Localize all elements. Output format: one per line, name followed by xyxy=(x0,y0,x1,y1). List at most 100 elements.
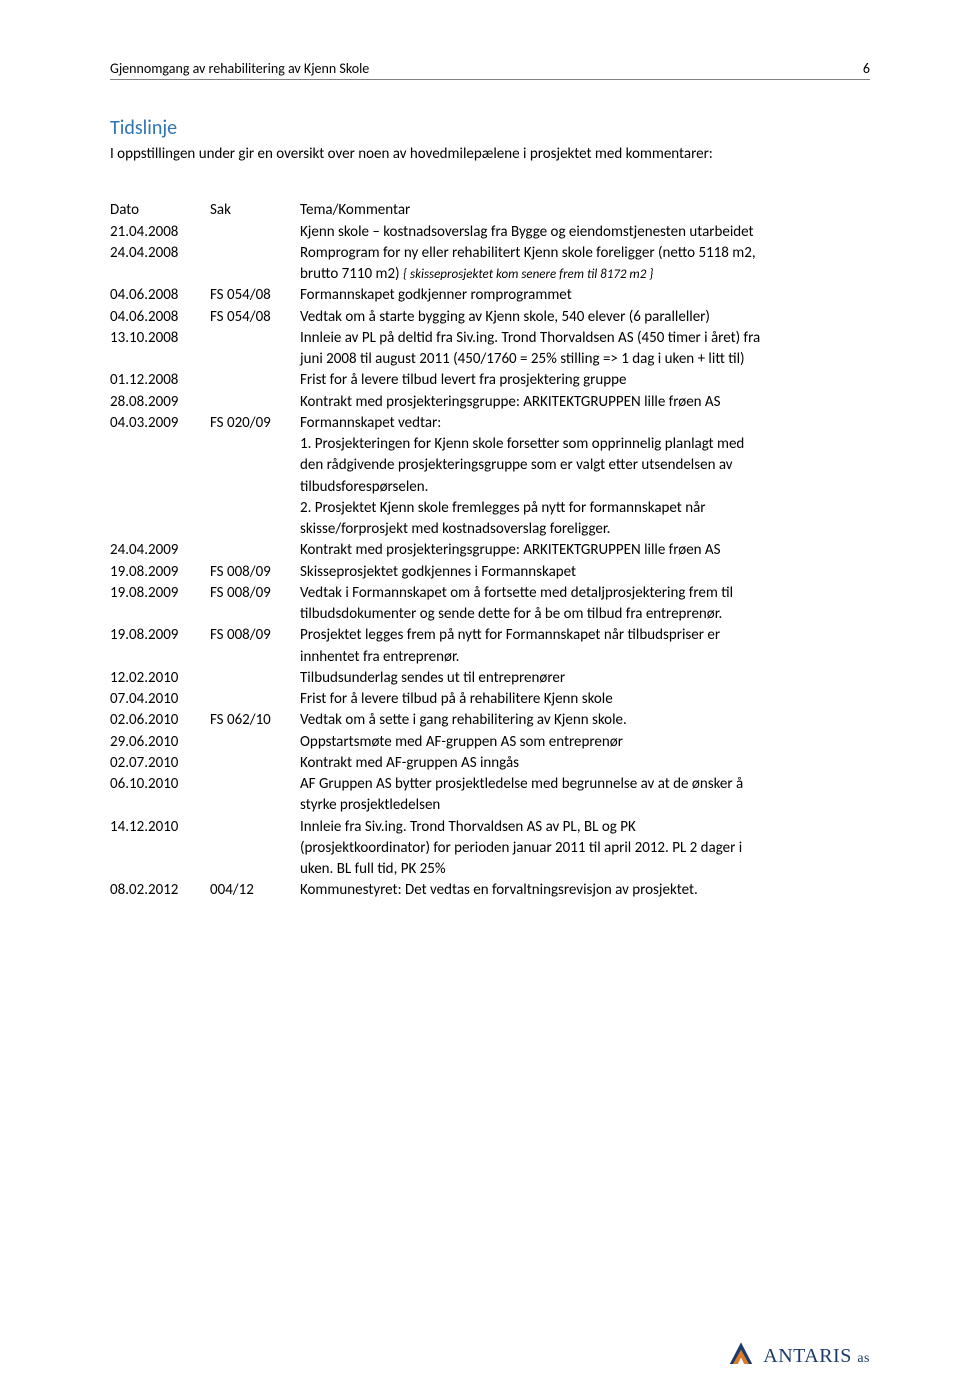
cell-text: brutto 7110 m2) { skisseprosjektet kom s… xyxy=(300,264,870,284)
cell-sak: 004/12 xyxy=(210,880,300,900)
table-row: 24.04.2009 Kontrakt med prosjekteringsgru… xyxy=(110,540,870,560)
cell-text: AF Gruppen AS bytter prosjektledelse med… xyxy=(300,774,870,794)
cell-sak xyxy=(210,519,300,539)
cell-text: Vedtak om å starte bygging av Kjenn skol… xyxy=(300,307,870,327)
cell-date xyxy=(110,264,210,284)
table-row: tilbudsdokumenter og sende dette for å b… xyxy=(110,604,870,624)
cell-text: Romprogram for ny eller rehabilitert Kje… xyxy=(300,243,870,263)
cell-date: 06.10.2010 xyxy=(110,774,210,794)
cell-date: 08.02.2012 xyxy=(110,880,210,900)
cell-text: Kommunestyret: Det vedtas en forvaltning… xyxy=(300,880,870,900)
cell-text: (prosjektkoordinator) for perioden janua… xyxy=(300,838,870,858)
cell-date: 02.07.2010 xyxy=(110,753,210,773)
table-row: skisse/forprosjekt med kostnadsoverslag … xyxy=(110,519,870,539)
cell-text: tilbudsforespørselen. xyxy=(300,477,870,497)
table-row: uken. BL full tid, PK 25% xyxy=(110,859,870,879)
cell-date xyxy=(110,455,210,475)
cell-text: den rådgivende prosjekteringsgruppe som … xyxy=(300,455,870,475)
cell-sak xyxy=(210,604,300,624)
cell-date: 24.04.2009 xyxy=(110,540,210,560)
cell-text: Kontrakt med AF-gruppen AS inngås xyxy=(300,753,870,773)
cell-date: 01.12.2008 xyxy=(110,370,210,390)
cell-date xyxy=(110,859,210,879)
table-row: 02.07.2010 Kontrakt med AF-gruppen AS inn… xyxy=(110,753,870,773)
cell-text: Kjenn skole – kostnadsoverslag fra Bygge… xyxy=(300,222,870,242)
table-row: 19.08.2009FS 008/09Vedtak i Formannskape… xyxy=(110,583,870,603)
cell-date xyxy=(110,604,210,624)
table-row: 29.06.2010Oppstartsmøte med AF-gruppen A… xyxy=(110,732,870,752)
table-row: 04.06.2008FS 054/08Vedtak om å starte by… xyxy=(110,307,870,327)
table-row: (prosjektkoordinator) for perioden janua… xyxy=(110,838,870,858)
cell-text: Vedtak i Formannskapet om å fortsette me… xyxy=(300,583,870,603)
cell-sak xyxy=(210,477,300,497)
cell-date: 19.08.2009 xyxy=(110,625,210,645)
cell-sak xyxy=(210,774,300,794)
cell-sak xyxy=(210,434,300,454)
cell-sak xyxy=(210,838,300,858)
cell-date xyxy=(110,349,210,369)
footer: ANTARIS as xyxy=(725,1340,870,1372)
cell-sak: FS 020/09 xyxy=(210,413,300,433)
table-row: juni 2008 til august 2011 (450/1760 = 25… xyxy=(110,349,870,369)
cell-sak xyxy=(210,222,300,242)
cell-text: Kontrakt med prosjekteringsgruppe: ARKIT… xyxy=(300,540,870,560)
table-row: 02.06.2010FS 062/10Vedtak om å sette i g… xyxy=(110,710,870,730)
footer-company: ANTARIS as xyxy=(763,1345,870,1368)
cell-date: 04.03.2009 xyxy=(110,413,210,433)
section-title: Tidslinje xyxy=(110,116,870,140)
section-intro: I oppstillingen under gir en oversikt ov… xyxy=(110,144,870,164)
cell-sak xyxy=(210,349,300,369)
cell-sak: FS 008/09 xyxy=(210,562,300,582)
cell-sak: FS 008/09 xyxy=(210,583,300,603)
table-row: 21.04.2008 Kjenn skole – kostnadsoverslag… xyxy=(110,222,870,242)
table-row: 01.12.2008Frist for å levere tilbud leve… xyxy=(110,370,870,390)
table-row: brutto 7110 m2) { skisseprosjektet kom s… xyxy=(110,264,870,284)
table-row: 12.02.2010 Tilbudsunderlag sendes ut til … xyxy=(110,668,870,688)
cell-text: Innleie fra Siv.ing. Trond Thorvaldsen A… xyxy=(300,817,870,837)
cell-sak xyxy=(210,795,300,815)
cell-text: Innleie av PL på deltid fra Siv.ing. Tro… xyxy=(300,328,870,348)
cell-sak: FS 008/09 xyxy=(210,625,300,645)
cell-text: juni 2008 til august 2011 (450/1760 = 25… xyxy=(300,349,870,369)
cell-date: 12.02.2010 xyxy=(110,668,210,688)
cell-text: 1. Prosjekteringen for Kjenn skole forse… xyxy=(300,434,870,454)
page-header: Gjennomgang av rehabilitering av Kjenn S… xyxy=(110,60,870,80)
cell-text: Tilbudsunderlag sendes ut til entreprenø… xyxy=(300,668,870,688)
table-row: styrke prosjektledelsen xyxy=(110,795,870,815)
cell-sak xyxy=(210,392,300,412)
col-header-date: Dato xyxy=(110,200,210,220)
cell-date: 21.04.2008 xyxy=(110,222,210,242)
cell-sak xyxy=(210,668,300,688)
cell-date xyxy=(110,795,210,815)
table-row: 24.04.2008Romprogram for ny eller rehabi… xyxy=(110,243,870,263)
cell-sak xyxy=(210,859,300,879)
table-row: 2. Prosjektet Kjenn skole fremlegges på … xyxy=(110,498,870,518)
cell-text: innhentet fra entreprenør. xyxy=(300,647,870,667)
cell-text: 2. Prosjektet Kjenn skole fremlegges på … xyxy=(300,498,870,518)
cell-date xyxy=(110,477,210,497)
cell-text: styrke prosjektledelsen xyxy=(300,795,870,815)
cell-sak xyxy=(210,328,300,348)
cell-date: 19.08.2009 xyxy=(110,583,210,603)
cell-sak xyxy=(210,540,300,560)
cell-date: 28.08.2009 xyxy=(110,392,210,412)
cell-sak xyxy=(210,732,300,752)
cell-date: 04.06.2008 xyxy=(110,307,210,327)
cell-date: 07.04.2010 xyxy=(110,689,210,709)
cell-date xyxy=(110,838,210,858)
cell-text: Skisseprosjektet godkjennes i Formannska… xyxy=(300,562,870,582)
cell-date: 02.06.2010 xyxy=(110,710,210,730)
cell-text: skisse/forprosjekt med kostnadsoverslag … xyxy=(300,519,870,539)
cell-sak xyxy=(210,647,300,667)
cell-date xyxy=(110,519,210,539)
cell-sak xyxy=(210,370,300,390)
cell-text: uken. BL full tid, PK 25% xyxy=(300,859,870,879)
cell-date xyxy=(110,647,210,667)
table-row: 19.08.2009FS 008/09Skisseprosjektet godk… xyxy=(110,562,870,582)
cell-date xyxy=(110,498,210,518)
cell-text: Oppstartsmøte med AF-gruppen AS som entr… xyxy=(300,732,870,752)
cell-date: 19.08.2009 xyxy=(110,562,210,582)
table-row: 19.08.2009FS 008/09Prosjektet legges fre… xyxy=(110,625,870,645)
table-row: 04.06.2008FS 054/08Formannskapet godkjen… xyxy=(110,285,870,305)
cell-text: tilbudsdokumenter og sende dette for å b… xyxy=(300,604,870,624)
